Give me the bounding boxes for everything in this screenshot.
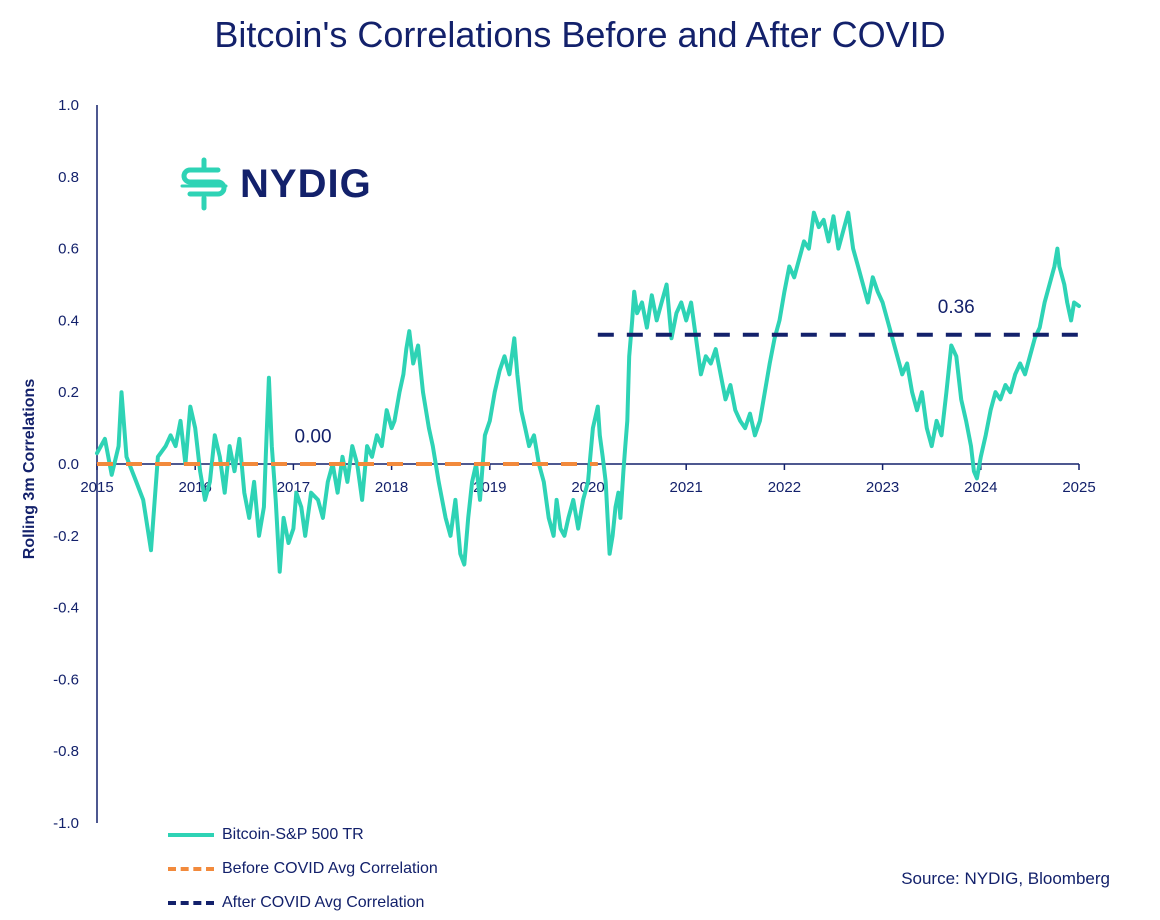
legend-swatch-dashed-navy xyxy=(168,901,214,905)
legend-swatch-dashed-orange xyxy=(168,867,214,871)
legend-label: After COVID Avg Correlation xyxy=(222,894,425,911)
y-tick-label: 0.0 xyxy=(58,456,79,473)
legend-item-before-covid: Before COVID Avg Correlation xyxy=(168,852,438,886)
y-tick-label: 1.0 xyxy=(58,97,79,114)
x-tick-label: 2021 xyxy=(670,479,703,496)
y-tick-label: -0.8 xyxy=(53,743,79,760)
logo-text: NYDIG xyxy=(240,161,372,206)
y-tick-label: 0.8 xyxy=(58,169,79,186)
chart-title: Bitcoin's Correlations Before and After … xyxy=(214,14,946,55)
y-tick-label: 0.6 xyxy=(58,241,79,258)
source-note: Source: NYDIG, Bloomberg xyxy=(901,869,1110,888)
legend-item-bitcoin: Bitcoin-S&P 500 TR xyxy=(168,818,438,852)
nydig-logo-icon xyxy=(180,157,228,211)
series-layer xyxy=(95,210,1081,574)
y-tick-label: 0.2 xyxy=(58,384,79,401)
brand-logo: NYDIG xyxy=(178,156,372,212)
x-tick-label: 2023 xyxy=(866,479,899,496)
legend-swatch-solid xyxy=(168,833,214,837)
x-tick-label: 2024 xyxy=(964,479,997,496)
legend: Bitcoin-S&P 500 TR Before COVID Avg Corr… xyxy=(168,818,438,920)
x-tick-label: 2025 xyxy=(1062,479,1095,496)
annotation-label: 0.00 xyxy=(295,426,332,447)
labels: 0.00 0.36 xyxy=(295,297,975,447)
x-tick-label: 2017 xyxy=(277,479,310,496)
legend-label: Bitcoin-S&P 500 TR xyxy=(222,826,364,843)
y-tick-label: -0.2 xyxy=(53,528,79,545)
x-tick-label: 2015 xyxy=(80,479,113,496)
legend-item-after-covid: After COVID Avg Correlation xyxy=(168,886,438,920)
y-tick-label: -1.0 xyxy=(53,815,79,832)
y-axis-title: Rolling 3m Correlations xyxy=(21,379,38,560)
series-line-bitcoin-sp500 xyxy=(95,210,1081,574)
y-tick-label: -0.4 xyxy=(53,600,79,617)
y-tick-label: 0.4 xyxy=(58,312,79,329)
x-tick-label: 2022 xyxy=(768,479,801,496)
y-tick-label: -0.6 xyxy=(53,671,79,688)
legend-label: Before COVID Avg Correlation xyxy=(222,860,438,877)
annotation-label: 0.36 xyxy=(938,297,975,318)
x-tick-label: 2018 xyxy=(375,479,408,496)
